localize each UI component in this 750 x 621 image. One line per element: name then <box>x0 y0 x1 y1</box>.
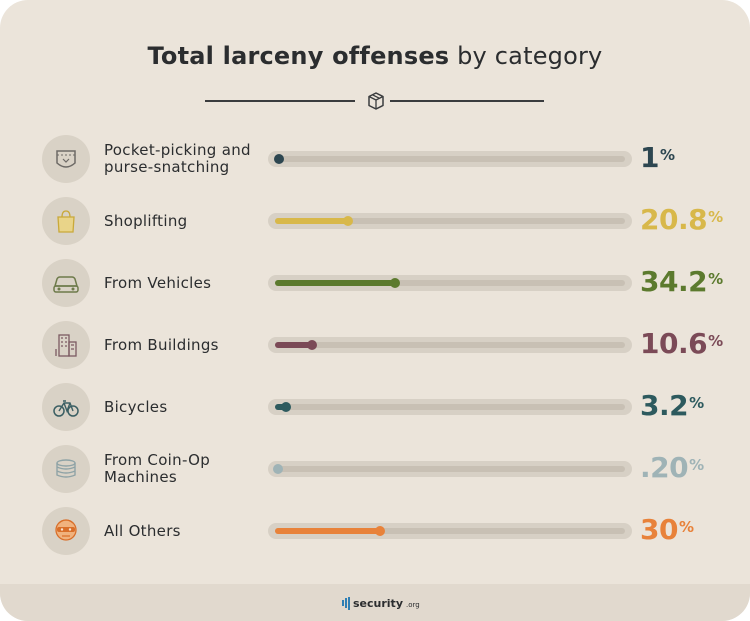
bar-end-dot <box>342 216 353 226</box>
category-label: From Vehicles <box>104 273 212 292</box>
bar-track <box>268 461 632 477</box>
value-label: 3.2% <box>640 389 704 423</box>
bar-track-inner <box>275 278 625 288</box>
value-label: 20.8% <box>640 203 723 237</box>
value-number: 34.2 <box>640 265 708 298</box>
bar-row: Bicycles 3.2% <box>0 381 750 433</box>
category-label: All Others <box>104 521 181 540</box>
burglar-icon <box>55 519 77 541</box>
value-label: 34.2% <box>640 265 723 299</box>
title-divider-left <box>205 100 355 102</box>
bar-fill <box>275 404 287 410</box>
car-icon <box>53 276 79 293</box>
category-label: Bicycles <box>104 397 168 416</box>
bar-end-dot <box>281 402 292 412</box>
chart-title-rest: by category <box>449 42 603 70</box>
category-label: Pocket-picking and purse-snatching <box>104 141 251 176</box>
footer: security .org <box>0 584 750 621</box>
category-icon-badge <box>42 507 90 555</box>
value-number: 30 <box>640 513 678 546</box>
bar-track-inner <box>275 340 625 350</box>
value-label: 30% <box>640 513 694 547</box>
category-icon-badge <box>42 197 90 245</box>
value-number: 20.8 <box>640 203 708 236</box>
bar-track-inner <box>273 154 625 164</box>
category-icon-badge <box>42 259 90 307</box>
building-icon <box>55 334 77 357</box>
pocket-icon <box>56 150 76 168</box>
bar-track <box>268 213 632 229</box>
coins-icon <box>56 459 76 478</box>
category-icon-badge <box>42 445 90 493</box>
bar-track-inner <box>273 464 625 474</box>
value-number: 1 <box>640 141 659 174</box>
bar-fill <box>275 342 313 348</box>
percent-sign: % <box>689 394 704 412</box>
category-label: From Coin-Op Machines <box>104 451 211 486</box>
bar-end-dot <box>273 464 283 474</box>
bar-track <box>268 523 632 539</box>
security-org-logo: security .org <box>342 595 420 611</box>
bar-track <box>268 337 632 353</box>
bar-row: Shoplifting 20.8% <box>0 195 750 247</box>
bar-track-inner <box>275 526 625 536</box>
bar-end-dot <box>389 278 400 288</box>
value-label: .20% <box>640 451 704 485</box>
bar-track <box>268 399 632 415</box>
percent-sign: % <box>678 518 694 536</box>
bar-fill <box>275 528 380 534</box>
logo-tld: .org <box>405 600 420 609</box>
percent-sign: % <box>708 270 723 288</box>
percent-sign: % <box>689 456 704 474</box>
bar-track-inner <box>275 402 625 412</box>
logo-wordmark: security <box>353 596 403 610</box>
value-number: .20 <box>640 451 689 484</box>
chart-title-bold: Total larceny offenses <box>147 42 450 70</box>
value-label: 1% <box>640 141 675 175</box>
bar-track <box>268 151 632 167</box>
category-icon-badge <box>42 321 90 369</box>
bar-row: From Vehicles 34.2% <box>0 257 750 309</box>
category-label: Shoplifting <box>104 211 188 230</box>
bar-row: Pocket-picking and purse-snatching 1% <box>0 133 750 185</box>
value-label: 10.6% <box>640 327 723 361</box>
package-icon <box>368 92 384 110</box>
bicycle-icon <box>53 400 79 417</box>
bar-row: All Others 30% <box>0 505 750 557</box>
bar-fill <box>275 218 348 224</box>
category-label: From Buildings <box>104 335 219 354</box>
bar-track <box>268 275 632 291</box>
percent-sign: % <box>708 332 723 350</box>
bar-row: From Buildings 10.6% <box>0 319 750 371</box>
logo-bars-icon <box>342 596 350 610</box>
shopping-bag-icon <box>57 210 75 233</box>
bar-end-dot <box>375 526 385 536</box>
category-icon-badge <box>42 135 90 183</box>
percent-sign: % <box>659 146 675 164</box>
category-icon-badge <box>42 383 90 431</box>
bar-end-dot <box>273 154 284 164</box>
title-divider-right <box>390 100 544 102</box>
value-number: 10.6 <box>640 327 708 360</box>
bar-row: From Coin-Op Machines .20% <box>0 443 750 495</box>
value-number: 3.2 <box>640 389 689 422</box>
chart-title: Total larceny offenses by category <box>0 42 750 70</box>
percent-sign: % <box>708 208 723 226</box>
bar-end-dot <box>307 340 318 350</box>
bar-track-inner <box>275 216 625 226</box>
bar-fill <box>275 280 395 286</box>
